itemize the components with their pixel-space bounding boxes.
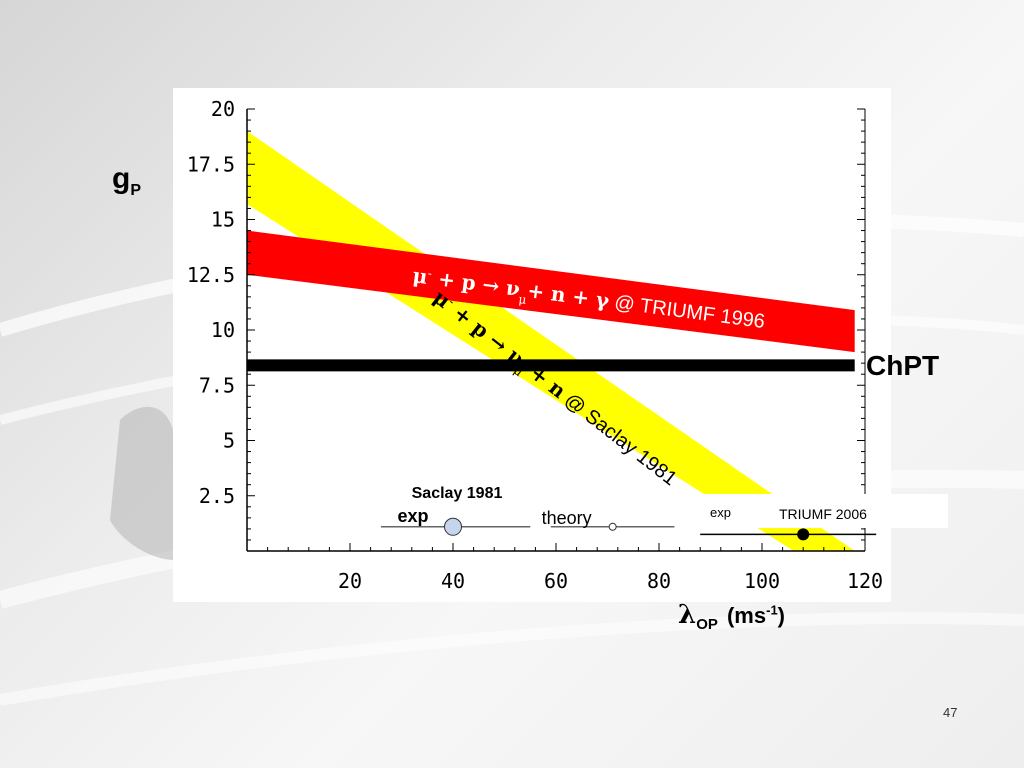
- x-tick-label: 80: [647, 569, 671, 593]
- x-axis-label-unit-end: ): [777, 603, 785, 628]
- point-triumf-sublabel: exp: [710, 505, 731, 520]
- y-tick-label: 7.5: [199, 373, 235, 397]
- point-triumf-label: TRIUMF 2006: [779, 506, 867, 522]
- x-tick-label: 100: [744, 569, 780, 593]
- y-tick-label: 12.5: [187, 263, 235, 287]
- x-axis-label-unit: (ms: [726, 603, 767, 628]
- x-axis-label: λOP (ms-1): [678, 600, 785, 633]
- y-tick-label: 17.5: [187, 152, 235, 176]
- point-saclay-1981: [444, 517, 462, 536]
- slide-number: 47: [943, 705, 958, 720]
- x-axis-label-symbol: λ: [678, 600, 697, 630]
- triumf-2006-label-box: [700, 494, 948, 528]
- y-tick-label: 15: [211, 208, 235, 232]
- x-tick-label: 120: [847, 569, 883, 593]
- point-saclay-sublabel: exp: [397, 506, 428, 526]
- y-tick-label: 20: [211, 97, 235, 121]
- y-axis-label-main: g: [112, 162, 131, 195]
- point-theory: [608, 522, 617, 531]
- x-axis-label-sub: OP: [696, 616, 718, 634]
- x-tick-label: 40: [441, 569, 465, 593]
- y-tick-label: 10: [211, 318, 235, 342]
- x-axis-label-unit-sup: -1: [766, 602, 778, 618]
- point-saclay-label: Saclay 1981: [412, 485, 503, 502]
- point-triumf-2006: [797, 528, 810, 541]
- band-triumf-1996: [247, 230, 855, 353]
- band-label-part: μ: [518, 292, 528, 307]
- x-tick-label: 60: [544, 569, 568, 593]
- x-tick-label: 20: [338, 569, 362, 593]
- point-theory-label: theory: [542, 508, 592, 528]
- y-tick-label: 2.5: [199, 484, 235, 508]
- chpt-label: ChPT: [866, 350, 940, 381]
- y-tick-label: 5: [223, 429, 235, 453]
- band-saclay-1981: [247, 131, 855, 551]
- band-label-part: -: [427, 266, 433, 280]
- band-label-part: μ: [411, 263, 429, 289]
- y-axis-label: gP: [112, 162, 141, 200]
- y-axis-label-sub: P: [130, 182, 141, 199]
- band-label-part: -: [446, 295, 458, 309]
